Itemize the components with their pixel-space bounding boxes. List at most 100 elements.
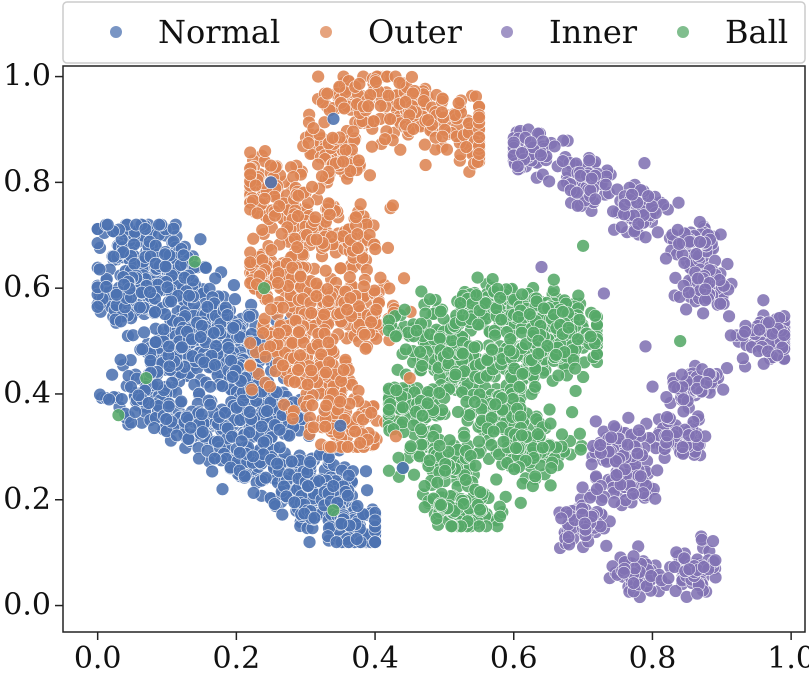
y-tick-label-0: 0.0 xyxy=(3,588,51,623)
normal-point-148 xyxy=(106,249,121,264)
ball-point-760 xyxy=(414,422,428,436)
outer-point-144 xyxy=(405,70,419,84)
inner-point-508 xyxy=(621,411,636,425)
ball-point-940 xyxy=(536,440,550,455)
outer-point-163 xyxy=(406,86,420,101)
normal-point-346 xyxy=(160,280,175,294)
inner-point-369 xyxy=(724,328,738,343)
ball-point-987 xyxy=(429,512,444,526)
inner-point-835 xyxy=(696,560,711,574)
normal-point-237 xyxy=(90,300,105,314)
legend: Normal Outer Inner Ball xyxy=(62,1,806,64)
outer-point-251 xyxy=(472,130,486,144)
ball-point-outlier-2 xyxy=(188,255,202,269)
inner-point-126 xyxy=(582,153,596,168)
inner-point-827 xyxy=(706,534,720,548)
outer-point-outlier-3 xyxy=(264,302,278,317)
normal-point-1326 xyxy=(334,516,349,531)
y-tick-label-0-2: 0.2 xyxy=(3,482,51,517)
outer-point-1001 xyxy=(291,363,305,377)
ball-point-734 xyxy=(588,309,602,323)
ball-point-1036 xyxy=(459,473,473,487)
ball-point-83 xyxy=(409,323,424,338)
ball-point-464 xyxy=(515,367,530,381)
inner-point-902 xyxy=(620,438,635,452)
outer-point-225 xyxy=(448,108,462,122)
ball-point-1042 xyxy=(473,485,487,499)
ball-point-68 xyxy=(414,284,429,299)
normal-point-outlier-4 xyxy=(396,461,410,475)
normal-point-55 xyxy=(127,237,141,252)
outer-point-1100 xyxy=(286,411,300,426)
normal-point-1319 xyxy=(326,479,340,493)
inner-point-75 xyxy=(542,174,556,189)
normal-point-843 xyxy=(211,435,225,449)
normal-point-1012 xyxy=(282,428,296,443)
inner-point-264 xyxy=(659,251,673,266)
ball-point-714 xyxy=(523,307,537,321)
outer-point-818 xyxy=(309,289,324,303)
outer-point-1095 xyxy=(333,395,347,409)
normal-point-1323 xyxy=(350,499,365,513)
ball-point-186 xyxy=(471,317,485,332)
ball-point-948 xyxy=(515,428,529,443)
outer-point-842 xyxy=(358,328,372,342)
ball-point-559 xyxy=(432,386,446,400)
outer-point-760 xyxy=(293,269,308,284)
normal-point-94 xyxy=(100,218,115,232)
normal-point-1327 xyxy=(368,535,382,549)
outer-point-424 xyxy=(248,178,263,193)
inner-point-611 xyxy=(648,492,662,506)
normal-point-699 xyxy=(105,368,119,382)
outer-point-847 xyxy=(321,294,335,308)
inner-point-407 xyxy=(765,327,780,341)
outer-point-311 xyxy=(352,153,366,168)
normal-point-563 xyxy=(228,292,242,306)
outer-point-295 xyxy=(365,140,379,154)
outer-point-1103 xyxy=(353,436,367,450)
inner-point-487 xyxy=(676,392,691,406)
outer-point-421 xyxy=(243,167,257,182)
outer-point-312 xyxy=(346,124,360,139)
outer-point-763 xyxy=(304,306,318,320)
normal-point-88 xyxy=(166,221,181,236)
normal-point-1254 xyxy=(302,535,317,549)
normal-point-1041 xyxy=(208,451,222,466)
ball-point-1039 xyxy=(434,498,448,512)
normal-point-1125 xyxy=(270,456,284,471)
normal-point-1328 xyxy=(329,535,344,549)
outer-point-334 xyxy=(325,131,340,145)
outer-point-667 xyxy=(290,240,304,254)
normal-point-744 xyxy=(174,394,188,409)
ball-point-851 xyxy=(438,464,452,478)
legend-label-inner: Inner xyxy=(549,13,638,51)
ball-point-182 xyxy=(469,288,484,302)
outer-point-outlier-2 xyxy=(403,371,417,385)
outer-point-576 xyxy=(349,210,363,224)
outer-point-1020 xyxy=(305,398,319,412)
inner-point-270 xyxy=(693,215,707,229)
inner-point-665 xyxy=(599,539,613,553)
normal-point-710 xyxy=(203,380,217,394)
normal-point-737 xyxy=(150,377,165,392)
inner-point-681 xyxy=(607,495,621,509)
outer-point-310 xyxy=(338,143,353,157)
ball-point-949 xyxy=(531,427,545,441)
outer-point-417 xyxy=(243,145,257,160)
ball-point-1040 xyxy=(444,519,459,533)
ball-point-470 xyxy=(568,384,583,398)
normal-point-434 xyxy=(164,294,178,309)
inner-point-692 xyxy=(561,530,576,544)
outer-point-845 xyxy=(343,291,357,305)
inner-point-123 xyxy=(570,199,585,213)
ball-point-754 xyxy=(549,348,563,362)
ball-point-756 xyxy=(584,329,598,344)
inner-point-696 xyxy=(578,516,592,531)
inner-point-907 xyxy=(593,438,607,452)
outer-point-240 xyxy=(435,105,449,119)
ball-point-954 xyxy=(514,496,528,510)
outer-point-245 xyxy=(459,140,473,154)
outer-point-632 xyxy=(246,232,260,246)
outer-point-899 xyxy=(245,382,259,397)
normal-point-184 xyxy=(158,259,173,274)
